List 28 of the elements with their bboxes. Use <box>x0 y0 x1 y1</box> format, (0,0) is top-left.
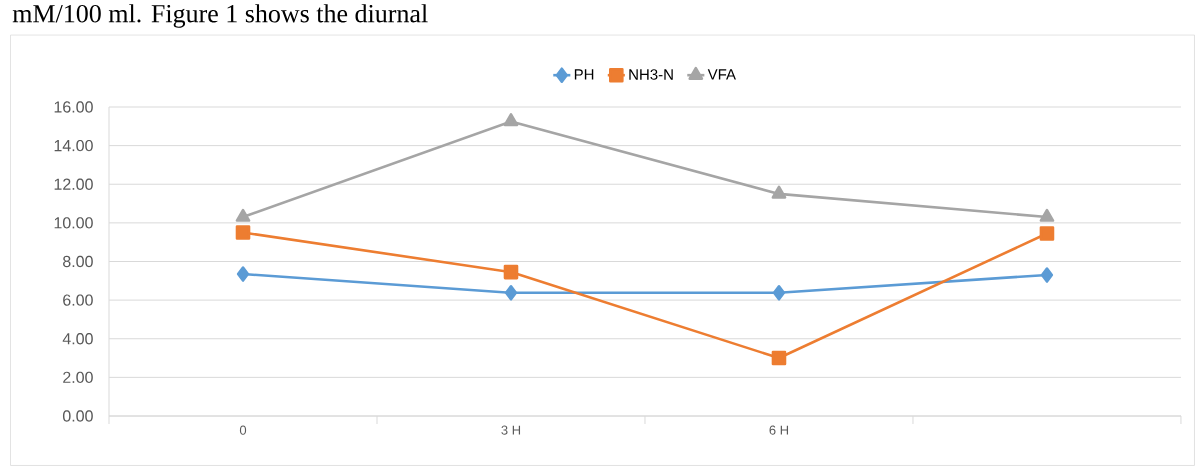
point <box>504 284 518 301</box>
point <box>235 225 251 240</box>
text: mM/100 ml. Figure 1 shows the diurnal <box>12 4 428 28</box>
x-tick-label: 3 H <box>501 425 521 435</box>
x-tick-label: 6 H <box>769 425 789 435</box>
point <box>235 208 251 222</box>
point <box>1039 208 1055 222</box>
point <box>1040 267 1054 283</box>
legend-label: VFA <box>707 69 736 80</box>
point <box>771 185 787 199</box>
y-tick-label: 14.00 <box>54 139 93 152</box>
y-tick-label: 16.00 <box>54 101 93 113</box>
y-tick-label: 8.00 <box>63 255 93 268</box>
y-tick-label: 0.00 <box>62 410 93 422</box>
y-tick-label: 6.00 <box>63 294 93 306</box>
point <box>1039 226 1055 241</box>
y-tick-label: 10.00 <box>54 217 93 229</box>
legend-label: PH <box>574 69 594 80</box>
point <box>772 284 786 301</box>
y-tick-label: 4.00 <box>62 333 93 345</box>
y-tick-label: 2.00 <box>63 371 93 384</box>
point <box>771 350 787 366</box>
legend-label: NH3-N <box>629 69 673 80</box>
point <box>503 113 519 127</box>
y-tick-label: 12.00 <box>54 178 93 190</box>
point <box>236 266 250 282</box>
point <box>503 264 519 280</box>
x-tick-label: 0 <box>239 425 247 435</box>
